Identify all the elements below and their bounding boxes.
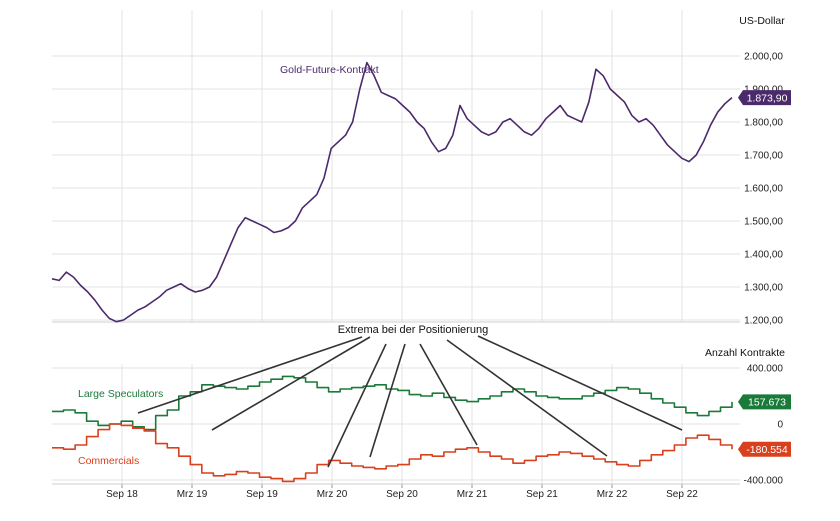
gold-series-label: Gold-Future-Kontrakt bbox=[280, 64, 379, 76]
x-tick-label: Sep 22 bbox=[666, 489, 698, 500]
vertical-gridlines bbox=[52, 10, 740, 488]
gold-badge bbox=[738, 90, 791, 106]
large-speculators-series-label: Large Speculators bbox=[78, 388, 163, 400]
price-tick-label: 1.200,00 bbox=[744, 316, 783, 327]
commercials-badge bbox=[738, 441, 791, 457]
x-tick-label: Mrz 22 bbox=[597, 489, 628, 500]
price-tick-label: 1.700,00 bbox=[744, 151, 783, 162]
price-tick-label: 1.400,00 bbox=[744, 250, 783, 261]
annotation-line bbox=[477, 335, 683, 431]
x-tick-label: Sep 18 bbox=[106, 489, 138, 500]
price-tick-label: 1.500,00 bbox=[744, 217, 783, 228]
large-speculators-line bbox=[52, 375, 733, 431]
commercials-series-label: Commercials bbox=[78, 455, 139, 467]
price-gridlines bbox=[52, 55, 740, 321]
annotation-title: Extrema bei der Positionierung bbox=[338, 324, 488, 336]
x-tick-label: Mrz 21 bbox=[457, 489, 488, 500]
annotation-line bbox=[327, 343, 387, 468]
annotation-line bbox=[137, 336, 363, 414]
annotation-lines bbox=[137, 335, 683, 468]
x-tick-label: Sep 19 bbox=[246, 489, 278, 500]
commercials-badge-text: -180.554 bbox=[746, 444, 788, 456]
positioning-tick-label: -400.000 bbox=[744, 476, 784, 487]
x-tick-label: Mrz 20 bbox=[317, 489, 348, 500]
x-tick-label: Mrz 19 bbox=[177, 489, 208, 500]
positioning-tick-label: 400.000 bbox=[747, 364, 784, 375]
price-tick-labels: 2.000,00 1.900,00 1.800,00 1.700,00 1.600,00… bbox=[744, 52, 783, 327]
price-tick-label: 1.300,00 bbox=[744, 283, 783, 294]
last-value-badges: 1.873,90 157.673 -180.554 bbox=[738, 90, 791, 457]
price-tick-label: 1.900,00 bbox=[744, 85, 783, 96]
positioning-tick-label: 0 bbox=[777, 420, 783, 431]
price-tick-label: 1.600,00 bbox=[744, 184, 783, 195]
annotation-line bbox=[211, 336, 371, 431]
price-tick-label: 1.800,00 bbox=[744, 118, 783, 129]
gold-badge-text: 1.873,90 bbox=[747, 92, 788, 104]
annotation-line bbox=[419, 343, 478, 446]
commercials-line bbox=[52, 423, 733, 483]
large-speculators-badge-text: 157.673 bbox=[748, 397, 786, 409]
gold-price-line bbox=[51, 61, 733, 323]
price-tick-label: 2.000,00 bbox=[744, 52, 783, 63]
x-tick-labels: Sep 18 Mrz 19 Sep 19 Mrz 20 Sep 20 Mrz 21 Sep … bbox=[106, 489, 698, 500]
positioning-tick-labels: 400.000 0 -400.000 bbox=[744, 364, 784, 487]
x-tick-label: Sep 20 bbox=[386, 489, 418, 500]
annotation-line bbox=[446, 339, 608, 457]
large-speculators-badge bbox=[738, 394, 791, 410]
annotation-line bbox=[369, 343, 406, 458]
series-lines bbox=[51, 61, 733, 483]
positioning-gridlines bbox=[52, 367, 740, 481]
x-tick-label: Sep 21 bbox=[526, 489, 558, 500]
positioning-unit-label: Anzahl Kontrakte bbox=[705, 347, 785, 359]
price-unit-label: US-Dollar bbox=[739, 15, 785, 27]
